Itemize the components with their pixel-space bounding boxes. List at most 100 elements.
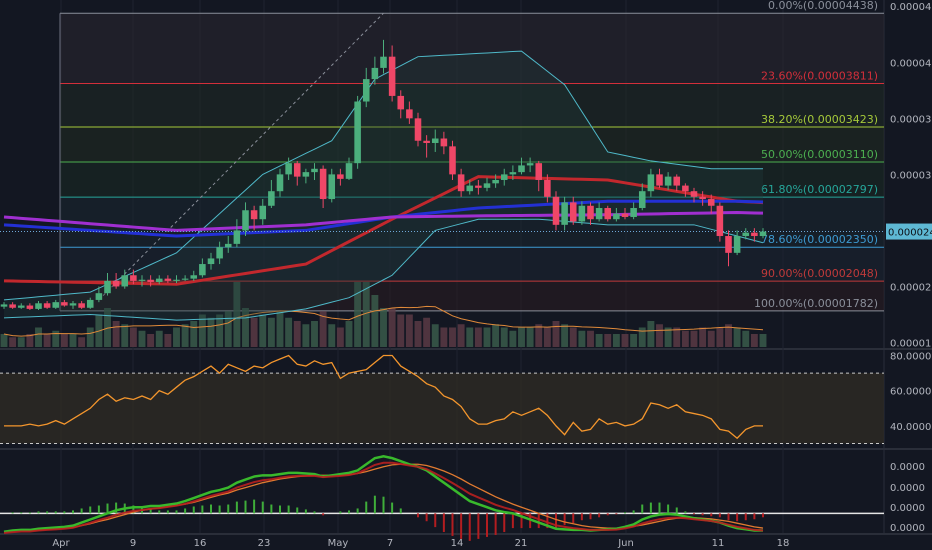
candle-body (268, 191, 275, 206)
macd-histogram-bar (322, 513, 325, 516)
macd-histogram-bar (356, 508, 359, 514)
candle-body (138, 279, 146, 281)
candle-body (35, 303, 42, 309)
macd-histogram-bar (589, 513, 592, 520)
volume-bar (43, 334, 51, 347)
macd-histogram-bar (460, 513, 463, 539)
volume-bar (578, 330, 586, 347)
candle-body (52, 302, 60, 308)
volume-bar (216, 314, 224, 347)
fib-label-4: 61.80%(0.00002797) (761, 183, 878, 196)
macd-histogram-bar (425, 513, 428, 522)
macd-histogram-bar (606, 513, 609, 516)
candle-body (181, 278, 189, 280)
candle-body (664, 176, 672, 186)
macd-histogram-bar (304, 509, 307, 514)
volume-bar (259, 314, 267, 347)
macd-histogram-bar (227, 504, 230, 514)
candle-body (656, 174, 663, 186)
volume-bar (104, 308, 111, 347)
macd-histogram-bar (417, 513, 419, 518)
candle-body (0, 304, 8, 307)
candle-body (500, 174, 508, 180)
price-tick-label: 0.00003500 (890, 114, 932, 125)
candle-body (242, 210, 249, 231)
candle-body (285, 163, 292, 175)
macd-histogram-bar (37, 511, 40, 514)
price-tick-label: 0.00004500 (890, 2, 932, 13)
candle-body (466, 185, 474, 192)
volume-bar (466, 327, 474, 347)
macd-histogram-bar (192, 506, 195, 514)
macd-histogram-bar (279, 505, 281, 514)
macd-histogram-bar (28, 512, 31, 514)
macd-histogram-bar (218, 505, 221, 514)
macd-histogram-bar (46, 511, 49, 514)
candle-body (578, 205, 586, 222)
volume-bar (371, 295, 379, 347)
volume-bar (147, 334, 155, 347)
macd-histogram-bar (339, 511, 342, 514)
candle-body (233, 230, 241, 244)
candle-body (173, 279, 180, 281)
volume-bar (707, 330, 715, 347)
candle-body (319, 168, 327, 200)
macd-histogram-bar (365, 501, 368, 514)
volume-bar (552, 321, 560, 347)
macd-histogram-bar (520, 513, 523, 529)
volume-bar (302, 324, 310, 347)
x-tick-label: Apr (52, 538, 70, 549)
macd-histogram-bar (572, 513, 575, 524)
candle-body (492, 179, 499, 184)
candle-body (43, 303, 51, 308)
volume-bar (526, 327, 534, 347)
macd-histogram-bar (710, 513, 713, 517)
macd-histogram-bar (701, 513, 704, 516)
candle-body (552, 196, 560, 225)
macd-histogram-bar (434, 513, 437, 528)
volume-bar (388, 308, 396, 347)
candle-body (354, 101, 361, 164)
fib-band-0 (60, 13, 884, 84)
volume-bar (733, 327, 741, 347)
candle-body (95, 293, 103, 300)
fib-label-6: 90.00%(0.00002048) (761, 267, 878, 280)
candle-body (647, 174, 655, 192)
volume-bar (155, 330, 163, 347)
macd-histogram-bar (753, 513, 756, 520)
volume-bar (285, 317, 293, 347)
volume-bar (405, 314, 413, 347)
rsi-band (0, 373, 884, 444)
macd-tick-label: 0.0000 (890, 503, 925, 514)
macd-histogram-bar (442, 513, 445, 533)
macd-histogram-bar (598, 513, 601, 518)
volume-bar (725, 324, 732, 347)
volume-bar (474, 327, 482, 347)
candle-body (224, 243, 232, 248)
volume-bar (164, 334, 172, 347)
candle-body (604, 208, 612, 220)
volume-bar (354, 282, 362, 347)
volume-bar (647, 321, 655, 347)
candle-body (431, 138, 439, 143)
candle-body (733, 236, 741, 253)
macd-histogram-bar (632, 510, 635, 514)
macd-tick-label: 0.0000 (890, 483, 925, 494)
macd-histogram-bar (382, 496, 385, 514)
macd-histogram-bar (201, 505, 204, 514)
macd-histogram-bar (399, 508, 402, 514)
volume-bar (664, 327, 672, 347)
volume-bar (328, 324, 336, 347)
volume-bar (173, 327, 180, 347)
candle-body (328, 174, 336, 200)
candle-body (17, 305, 25, 308)
volume-bar (60, 334, 68, 347)
volume-bar (483, 327, 491, 347)
candle-body (207, 258, 215, 265)
candle-body (155, 278, 163, 282)
macd-histogram-bar (727, 513, 730, 521)
fib-trend-line (98, 12, 384, 301)
macd-histogram-bar (675, 507, 678, 514)
macd-histogram-bar (11, 512, 14, 514)
